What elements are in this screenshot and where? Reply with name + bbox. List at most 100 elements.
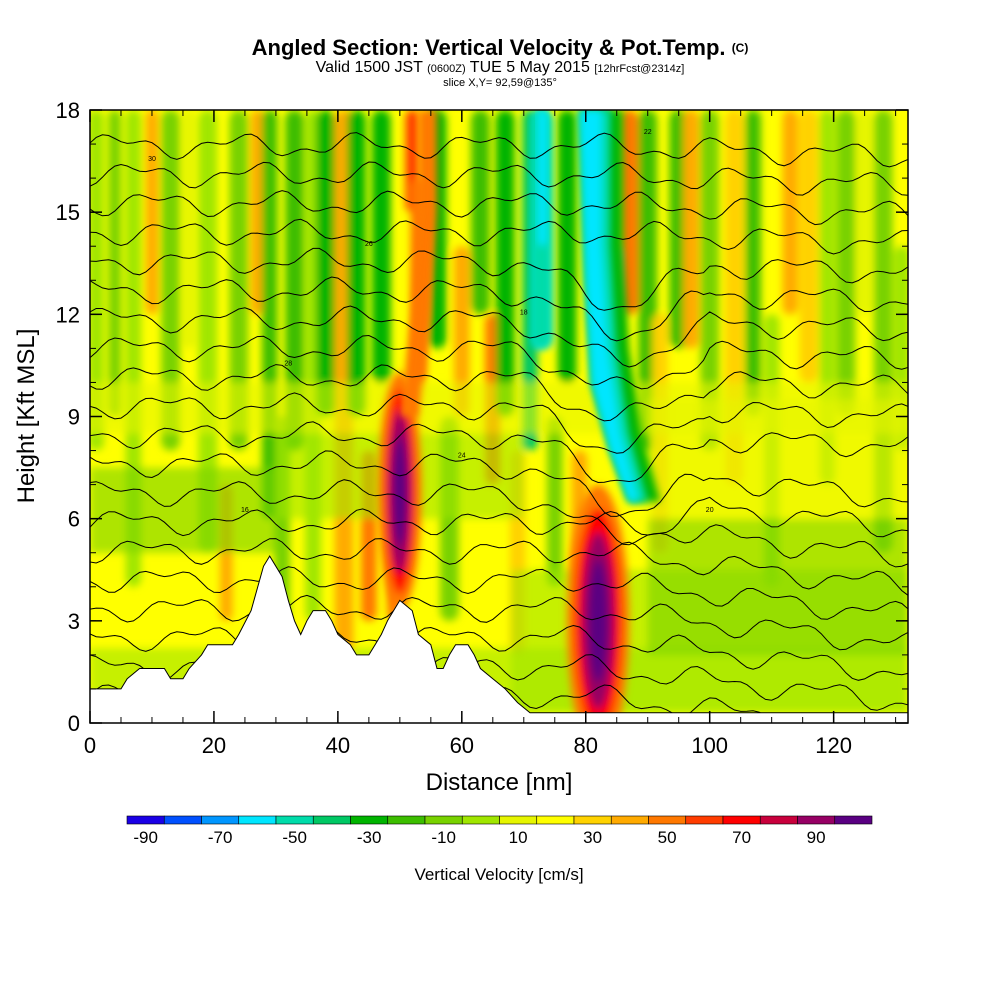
velocity-streak bbox=[799, 110, 819, 383]
title-text: Angled Section: Vertical Velocity & Pot.… bbox=[251, 35, 726, 60]
colorbar-swatch bbox=[722, 815, 761, 825]
colorbar-swatch bbox=[387, 815, 426, 825]
downdraft-2-core bbox=[537, 110, 548, 247]
isentrope-label: 24 bbox=[458, 452, 466, 459]
chart-title: Angled Section: Vertical Velocity & Pot.… bbox=[0, 36, 1000, 60]
isentrope-line bbox=[90, 566, 908, 620]
colorbar-swatch bbox=[312, 815, 351, 825]
velocity-streak bbox=[700, 110, 719, 451]
velocity-streak bbox=[557, 110, 577, 383]
updraft-core bbox=[567, 484, 630, 723]
y-tick-label: 12 bbox=[56, 302, 80, 327]
colorbar-label: 30 bbox=[583, 828, 602, 847]
velocity-streak bbox=[145, 110, 159, 315]
isentrope-line bbox=[90, 276, 908, 342]
colorbar-swatch bbox=[536, 815, 575, 825]
velocity-streak bbox=[251, 110, 264, 315]
colorbar-label: -10 bbox=[431, 828, 456, 847]
velocity-streak bbox=[782, 110, 799, 315]
valid-prefix: Valid 1500 JST bbox=[315, 59, 423, 76]
x-tick-label: 100 bbox=[691, 733, 728, 758]
velocity-streak bbox=[90, 110, 104, 451]
velocity-streak bbox=[125, 110, 142, 587]
isentrope-line bbox=[90, 247, 908, 311]
colorbar-label: 90 bbox=[807, 828, 826, 847]
colorbar-swatch bbox=[797, 815, 836, 825]
velocity-streak bbox=[108, 110, 121, 417]
colorbar-label: 50 bbox=[658, 828, 677, 847]
axes: 0 20 40 60 80 100 120 0 3 6 9 12 15 18 bbox=[56, 98, 908, 758]
velocity-streak bbox=[316, 110, 335, 417]
downdraft-core bbox=[579, 110, 661, 502]
y-tick-label: 3 bbox=[68, 609, 80, 634]
y-tick-label: 6 bbox=[68, 507, 80, 532]
colorbar-label: -50 bbox=[282, 828, 307, 847]
colorbar-swatch bbox=[648, 815, 687, 825]
colorbar-swatch bbox=[126, 815, 165, 825]
slice-info: slice X,Y= 92,59@135° bbox=[443, 77, 557, 89]
y-tick-label: 0 bbox=[68, 711, 80, 736]
colorbar-title: Vertical Velocity [cm/s] bbox=[414, 865, 583, 884]
x-axis-label: Distance [nm] bbox=[426, 769, 573, 796]
valid-utc: (0600Z) bbox=[427, 63, 466, 75]
velocity-streak bbox=[836, 110, 856, 417]
velocity-band bbox=[647, 518, 908, 655]
isentrope-line bbox=[90, 161, 908, 196]
isentrope-line bbox=[90, 479, 908, 546]
updraft-tilt bbox=[399, 110, 438, 417]
velocity-streak bbox=[371, 110, 391, 383]
colorbar-label: -70 bbox=[208, 828, 233, 847]
isentrope-line bbox=[90, 594, 908, 651]
isentrope-line bbox=[90, 305, 908, 368]
velocity-streak bbox=[454, 246, 470, 417]
colorbar-swatch bbox=[499, 815, 538, 825]
isentrope-label: 16 bbox=[241, 507, 249, 514]
forecast-info: [12hrFcst@2314z] bbox=[594, 63, 685, 75]
velocity-streak bbox=[471, 110, 490, 315]
colorbar-swatch bbox=[834, 815, 873, 825]
velocity-band bbox=[90, 467, 276, 553]
isentrope-line bbox=[90, 538, 908, 596]
x-tick-label: 120 bbox=[815, 733, 852, 758]
colorbar-swatch bbox=[461, 815, 500, 825]
updraft-ring bbox=[393, 436, 407, 546]
x-tick-label: 60 bbox=[450, 733, 474, 758]
isentrope-line bbox=[90, 218, 908, 255]
terrain bbox=[90, 555, 908, 723]
y-tick-label: 9 bbox=[68, 405, 80, 430]
isentrope-line bbox=[90, 132, 908, 168]
colorbar-swatch bbox=[573, 815, 612, 825]
updraft-ring bbox=[588, 559, 608, 683]
isentrope-label: 22 bbox=[644, 129, 652, 136]
isentrope-label: 28 bbox=[284, 360, 292, 367]
velocity-streak bbox=[619, 110, 639, 315]
velocity-streak bbox=[495, 110, 515, 417]
colorbar-swatch bbox=[424, 815, 463, 825]
isentrope-label: 18 bbox=[520, 309, 528, 316]
x-tick-label: 20 bbox=[202, 733, 226, 758]
colorbar-swatch bbox=[610, 815, 649, 825]
valid-date: TUE 5 May 2015 bbox=[469, 59, 590, 76]
colorbar-swatch bbox=[201, 815, 240, 825]
colorbar-swatch bbox=[759, 815, 798, 825]
velocity-streak bbox=[161, 110, 180, 451]
velocity-streak bbox=[683, 110, 699, 349]
valid-line: Valid 1500 JST (0600Z) TUE 5 May 2015 [1… bbox=[0, 60, 1000, 77]
title-unit: (C) bbox=[731, 41, 749, 55]
x-tick-label: 40 bbox=[326, 733, 350, 758]
velocity-streak bbox=[285, 110, 304, 451]
isentrope-line bbox=[90, 508, 908, 568]
x-tick-label: 80 bbox=[574, 733, 598, 758]
isentrope-line bbox=[90, 623, 908, 681]
velocity-streak bbox=[347, 110, 366, 417]
x-tick-label: 0 bbox=[84, 733, 96, 758]
colorbar-label: 70 bbox=[732, 828, 751, 847]
isentrope-line bbox=[90, 392, 908, 454]
isentrope-line bbox=[90, 421, 908, 484]
downdraft-inner bbox=[579, 110, 640, 502]
velocity-streak bbox=[547, 416, 563, 587]
isentrope-label: 26 bbox=[365, 241, 373, 248]
chart-title-block: Angled Section: Vertical Velocity & Pot.… bbox=[0, 36, 1000, 90]
velocity-streak bbox=[198, 110, 218, 553]
